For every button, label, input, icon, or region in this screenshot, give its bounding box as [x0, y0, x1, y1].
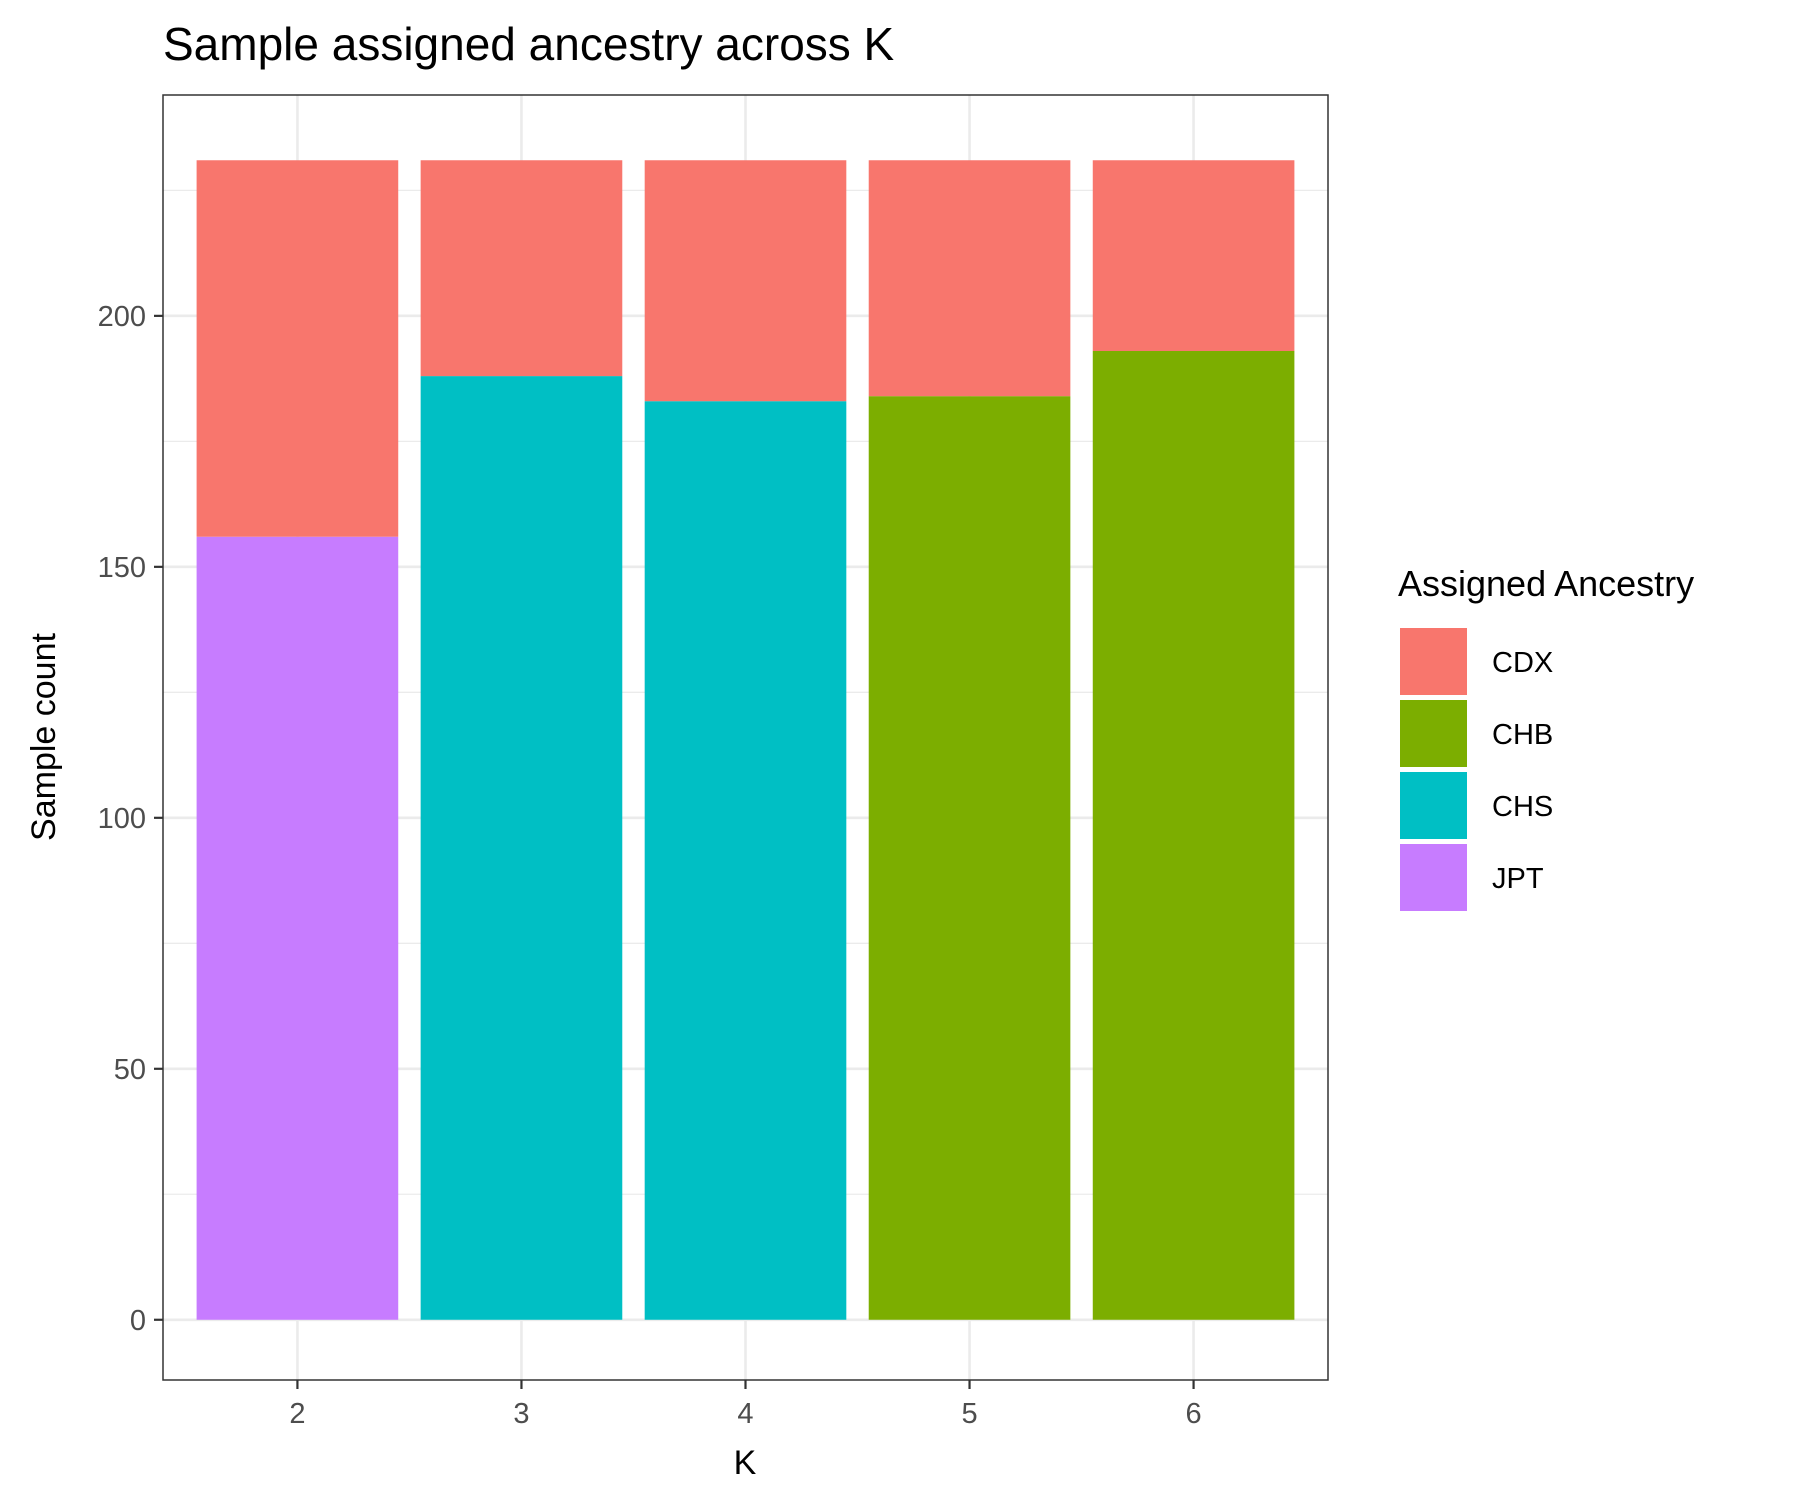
plot-panel — [162, 94, 1329, 1381]
x-tick-label: 5 — [961, 1398, 977, 1430]
bar-cdx-k3 — [420, 160, 623, 377]
x-tick-label: 6 — [1186, 1398, 1202, 1430]
x-axis: 2 3 4 5 6 — [289, 1380, 1202, 1430]
x-tick-label: 2 — [289, 1398, 305, 1430]
bar-cdx-k6 — [1092, 160, 1295, 351]
legend-label-cdx: CDX — [1492, 647, 1553, 679]
legend-key-chs — [1400, 772, 1467, 839]
y-tick-label: 200 — [98, 301, 146, 333]
legend-label-jpt: JPT — [1492, 863, 1544, 895]
legend-key-jpt — [1400, 844, 1467, 911]
legend-label-chs: CHS — [1492, 791, 1553, 823]
y-axis: 0 50 100 150 200 — [98, 301, 163, 1337]
y-tick-label: 50 — [114, 1054, 146, 1086]
legend-label-chb: CHB — [1492, 719, 1553, 751]
y-tick-label: 150 — [98, 552, 146, 584]
chart-title: Sample assigned ancestry across K — [163, 18, 895, 70]
bar-cdx-k2 — [196, 160, 399, 537]
bar-chb-k5 — [868, 396, 1071, 1320]
legend-items: CDX CHB CHS JPT — [1400, 628, 1553, 911]
bar-chs-k3 — [420, 376, 623, 1320]
bar-chs-k4 — [644, 401, 847, 1320]
x-tick-label: 3 — [513, 1398, 529, 1430]
legend-key-cdx — [1400, 628, 1467, 695]
x-axis-title: K — [734, 1444, 757, 1482]
y-axis-title: Sample count — [25, 632, 63, 840]
bar-jpt-k2 — [196, 536, 399, 1320]
legend-key-chb — [1400, 700, 1467, 767]
bars — [196, 160, 1295, 1320]
legend: Assigned Ancestry CDX CHB CHS JPT — [1398, 563, 1694, 911]
bar-cdx-k5 — [868, 160, 1071, 397]
y-tick-label: 0 — [130, 1305, 146, 1337]
y-tick-label: 100 — [98, 803, 146, 835]
bar-cdx-k4 — [644, 160, 847, 402]
x-tick-label: 4 — [737, 1398, 753, 1430]
bar-chb-k6 — [1092, 350, 1295, 1320]
legend-title: Assigned Ancestry — [1398, 563, 1694, 604]
